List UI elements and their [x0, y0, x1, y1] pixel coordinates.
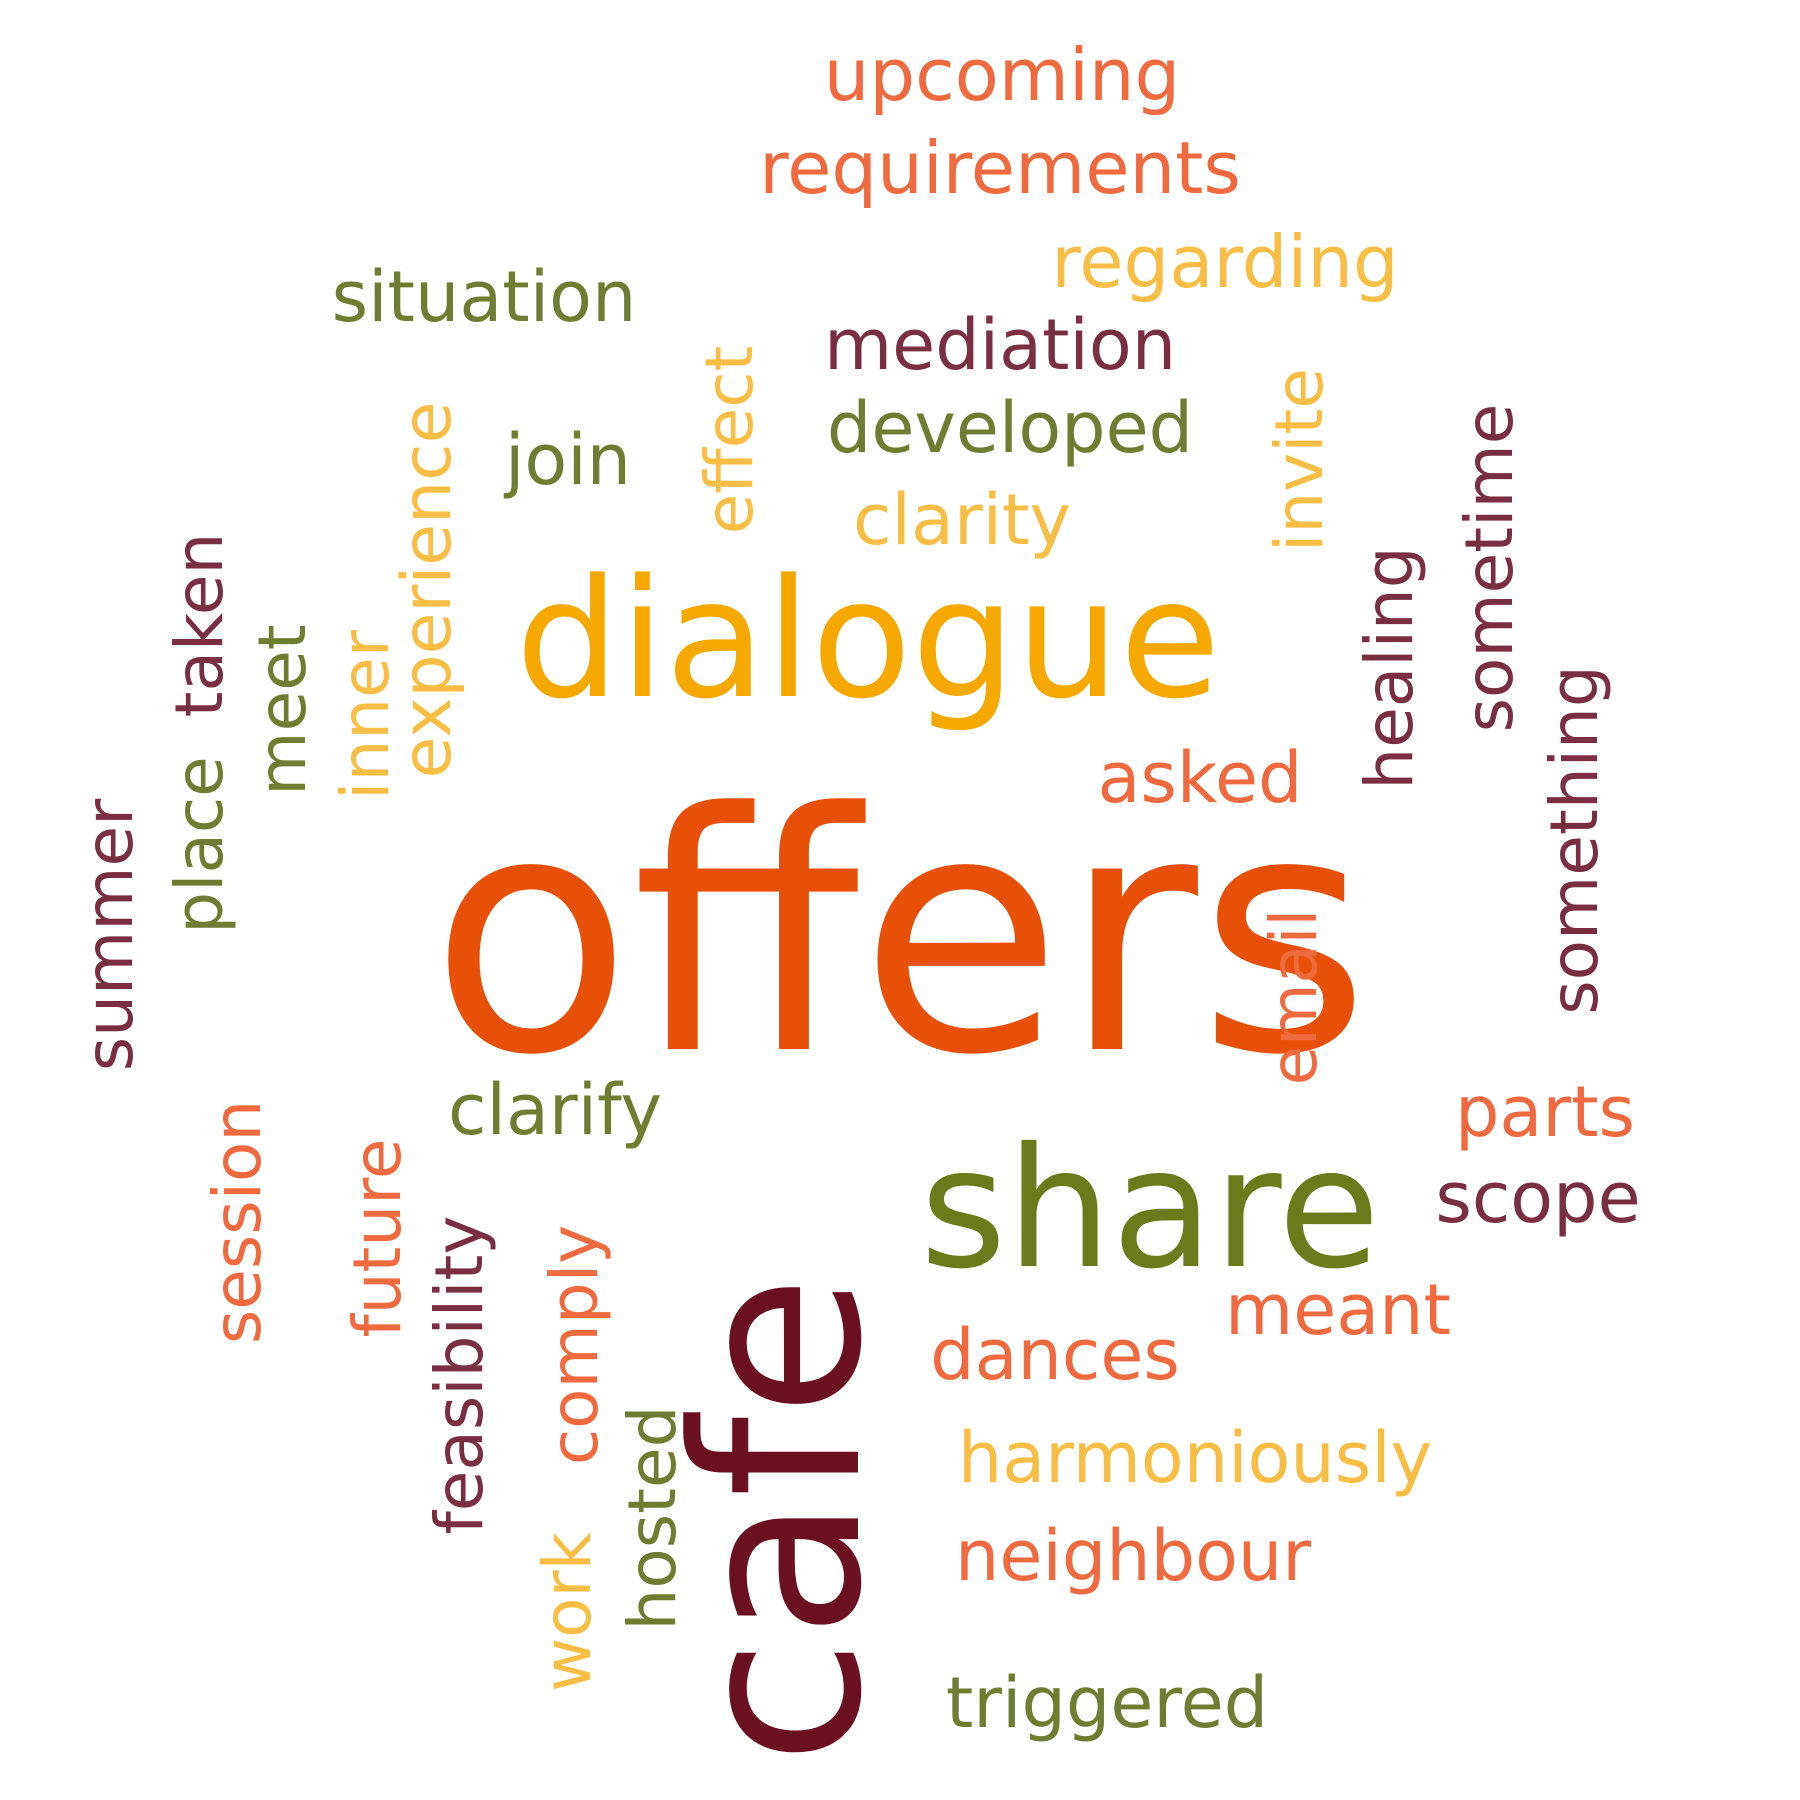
- word-email: email: [1258, 908, 1332, 1086]
- word-dances: dances: [930, 1314, 1180, 1396]
- word-asked: asked: [1097, 737, 1303, 819]
- word-comply: comply: [536, 1224, 613, 1466]
- word-place: place: [161, 756, 238, 934]
- word-requirements: requirements: [759, 126, 1241, 210]
- word-situation: situation: [331, 256, 637, 338]
- word-regarding: regarding: [1051, 220, 1399, 304]
- word-feasibility: feasibility: [421, 1215, 498, 1535]
- word-upcoming: upcoming: [823, 33, 1181, 117]
- word-dialogue: dialogue: [515, 544, 1221, 735]
- word-join: join: [504, 419, 632, 501]
- word-future: future: [339, 1138, 416, 1338]
- word-experience: experience: [388, 401, 467, 779]
- word-meant: meant: [1225, 1269, 1451, 1351]
- word-inner: inner: [327, 630, 404, 800]
- word-parts: parts: [1454, 1071, 1636, 1153]
- word-invite: invite: [1261, 367, 1338, 553]
- word-taken: taken: [161, 532, 238, 718]
- word-cafe: cafe: [646, 1275, 913, 1765]
- word-scope: scope: [1435, 1157, 1641, 1239]
- word-harmoniously: harmoniously: [957, 1417, 1433, 1499]
- word-clarity: clarity: [853, 479, 1071, 561]
- word-triggered: triggered: [945, 1662, 1269, 1744]
- word-meet: meet: [244, 624, 321, 796]
- word-sometime: sometime: [1451, 403, 1528, 733]
- word-session: session: [199, 1099, 276, 1345]
- word-neighbour: neighbour: [954, 1515, 1312, 1597]
- word-offers: offers: [430, 743, 1370, 1127]
- word-hosted: hosted: [614, 1405, 691, 1631]
- word-work: work: [529, 1532, 606, 1692]
- word-mediation: mediation: [823, 304, 1177, 386]
- word-clarify: clarify: [448, 1069, 662, 1151]
- word-share: share: [919, 1113, 1381, 1306]
- word-effect: effect: [691, 345, 768, 535]
- word-something: something: [1536, 665, 1613, 1015]
- word-developed: developed: [826, 387, 1194, 469]
- word-summer: summer: [71, 798, 148, 1072]
